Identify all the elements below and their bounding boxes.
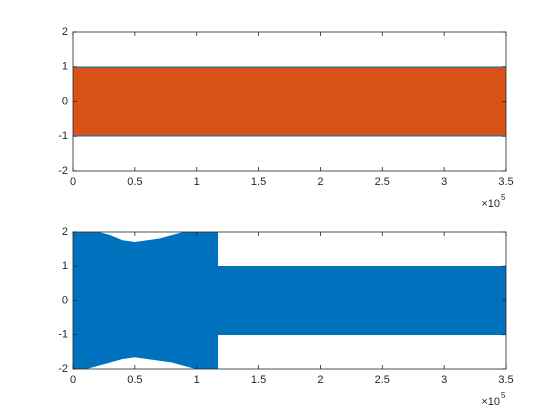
signal-band xyxy=(73,67,506,136)
y-tick-label: 0 xyxy=(62,95,68,107)
x-tick-label: 3 xyxy=(441,176,447,188)
y-tick-label: 1 xyxy=(62,260,68,272)
plot-area xyxy=(73,66,506,137)
x-tick-label: 1.5 xyxy=(251,374,266,386)
x-tick-label: 0 xyxy=(70,176,76,188)
axes: 0 0.5 1 1.5 2 2.5 3 3.5 -2 -1 0 1 2 ×105 xyxy=(58,26,513,210)
x-tick-label: 3.5 xyxy=(498,176,513,188)
x-tick-label: 2.5 xyxy=(375,374,390,386)
x-tick-label: 3 xyxy=(441,374,447,386)
axes: 0 0.5 1 1.5 2 2.5 3 3.5 -2 -1 0 1 2 ×105 xyxy=(58,226,513,408)
x-tick-label: 0.5 xyxy=(127,176,142,188)
x-tick-label: 1 xyxy=(194,374,200,386)
y-tick-label: 2 xyxy=(62,226,68,238)
x-tick-label: 0.5 xyxy=(127,374,142,386)
x-tick-label: 2.5 xyxy=(375,176,390,188)
y-tick-label: 2 xyxy=(62,26,68,38)
x-tick-label: 0 xyxy=(70,374,76,386)
x-tick-label: 2 xyxy=(317,176,323,188)
y-tick-label: 1 xyxy=(62,61,68,73)
x-multiplier: ×10 xyxy=(481,396,500,408)
y-tick-label: -1 xyxy=(58,329,68,341)
y-tick-label: -1 xyxy=(58,130,68,142)
x-exponent: 5 xyxy=(501,193,506,202)
x-tick-label: 3.5 xyxy=(498,374,513,386)
y-tick-label: 0 xyxy=(62,294,68,306)
plot-area xyxy=(73,232,506,369)
x-tick-label: 1.5 xyxy=(251,176,266,188)
x-multiplier: ×10 xyxy=(481,198,500,210)
x-tick-label: 1 xyxy=(194,176,200,188)
x-tick-label: 2 xyxy=(317,374,323,386)
signal-band xyxy=(73,232,506,369)
y-tick-label: -2 xyxy=(58,363,68,375)
x-exponent: 5 xyxy=(501,391,506,400)
y-tick-label: -2 xyxy=(58,165,68,177)
